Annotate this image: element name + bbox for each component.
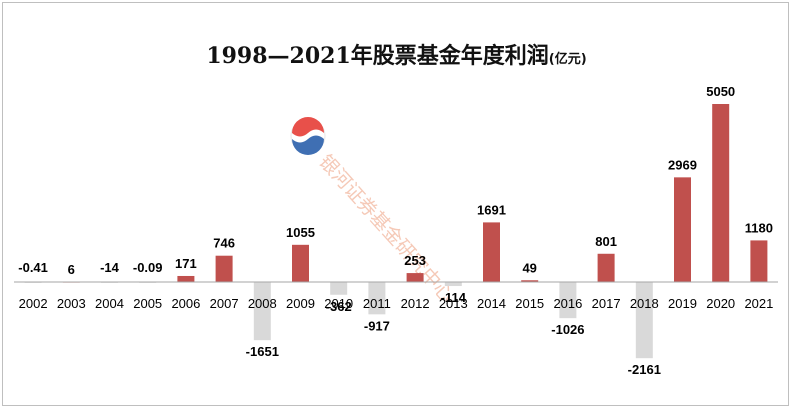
data-labels: -0.41 6 -14 -0.09 171 746 -1651 1055 -362 -917 253… — [18, 84, 773, 377]
data-label: -0.09 — [133, 260, 163, 275]
x-tick-label: 2020 — [706, 296, 735, 311]
bar-2013 — [444, 282, 462, 287]
bar-2021 — [750, 240, 768, 282]
chart-unit-subtitle: (亿元) — [548, 52, 587, 67]
bar-2008 — [253, 282, 271, 341]
bar-2020 — [712, 104, 730, 282]
x-tick-label: 2007 — [210, 296, 239, 311]
data-label: -114 — [441, 290, 467, 305]
x-tick-label: 2004 — [95, 296, 124, 311]
x-tick-label: 2014 — [477, 296, 506, 311]
x-tick-label: 2015 — [515, 296, 544, 311]
bar-2009 — [292, 244, 309, 282]
data-label: -0.41 — [18, 260, 48, 275]
data-label: 171 — [175, 256, 197, 271]
x-tick-label: 2016 — [553, 296, 582, 311]
chart-title: 1998—2021年股票基金年度利润 — [206, 43, 549, 69]
x-tick-labels: 2002 2003 2004 2005 2006 2007 2008 2009 2010 2011… — [19, 296, 774, 311]
data-label: -1651 — [246, 344, 279, 359]
data-label: 253 — [404, 253, 426, 268]
data-label: -1026 — [551, 322, 584, 337]
x-tick-label: 2005 — [133, 296, 162, 311]
data-label: -14 — [100, 260, 120, 275]
data-label: 801 — [595, 234, 617, 249]
data-label: 746 — [213, 236, 235, 251]
bar-2016 — [559, 282, 577, 319]
bar-2011 — [368, 282, 386, 315]
bar-2017 — [597, 253, 615, 282]
bar-2018 — [635, 282, 653, 359]
x-tick-label: 2009 — [286, 296, 315, 311]
x-tick-label: 2019 — [668, 296, 697, 311]
x-tick-label: 2008 — [248, 296, 277, 311]
x-tick-label: 2003 — [57, 296, 86, 311]
data-label: -362 — [326, 299, 352, 314]
bar-2010 — [330, 282, 348, 295]
chart-title-block: 1998—2021年股票基金年度利润(亿元) — [0, 38, 793, 70]
x-tick-label: 2021 — [744, 296, 773, 311]
bar-2014 — [483, 222, 500, 282]
chart-frame — [2, 2, 789, 406]
data-label: 1691 — [477, 202, 506, 217]
bar-series — [24, 104, 768, 359]
data-label: 5050 — [706, 84, 735, 99]
bar-2006 — [177, 275, 195, 282]
bar-2019 — [674, 177, 691, 282]
bar-2015 — [521, 280, 539, 282]
x-tick-label: 2012 — [401, 296, 430, 311]
x-tick-label: 2006 — [171, 296, 200, 311]
data-label: 1055 — [286, 225, 315, 240]
bar-2012 — [406, 273, 424, 282]
x-tick-label: 2018 — [630, 296, 659, 311]
data-label: -917 — [364, 318, 390, 333]
x-tick-label: 2017 — [592, 296, 621, 311]
x-tick-label: 2011 — [363, 296, 391, 311]
watermark: 银河证券基金研究中心 — [290, 117, 458, 307]
data-label: 1180 — [745, 220, 773, 235]
bar-2007 — [215, 255, 233, 282]
data-label: 49 — [522, 260, 536, 275]
x-tick-label: 2010 — [324, 296, 353, 311]
data-label: -2161 — [628, 362, 661, 377]
x-tick-label: 2002 — [19, 296, 48, 311]
data-label: 2969 — [668, 157, 697, 172]
watermark-logo-icon — [290, 117, 326, 155]
x-tick-label: 2013 — [439, 296, 468, 311]
data-label: 6 — [68, 262, 75, 277]
